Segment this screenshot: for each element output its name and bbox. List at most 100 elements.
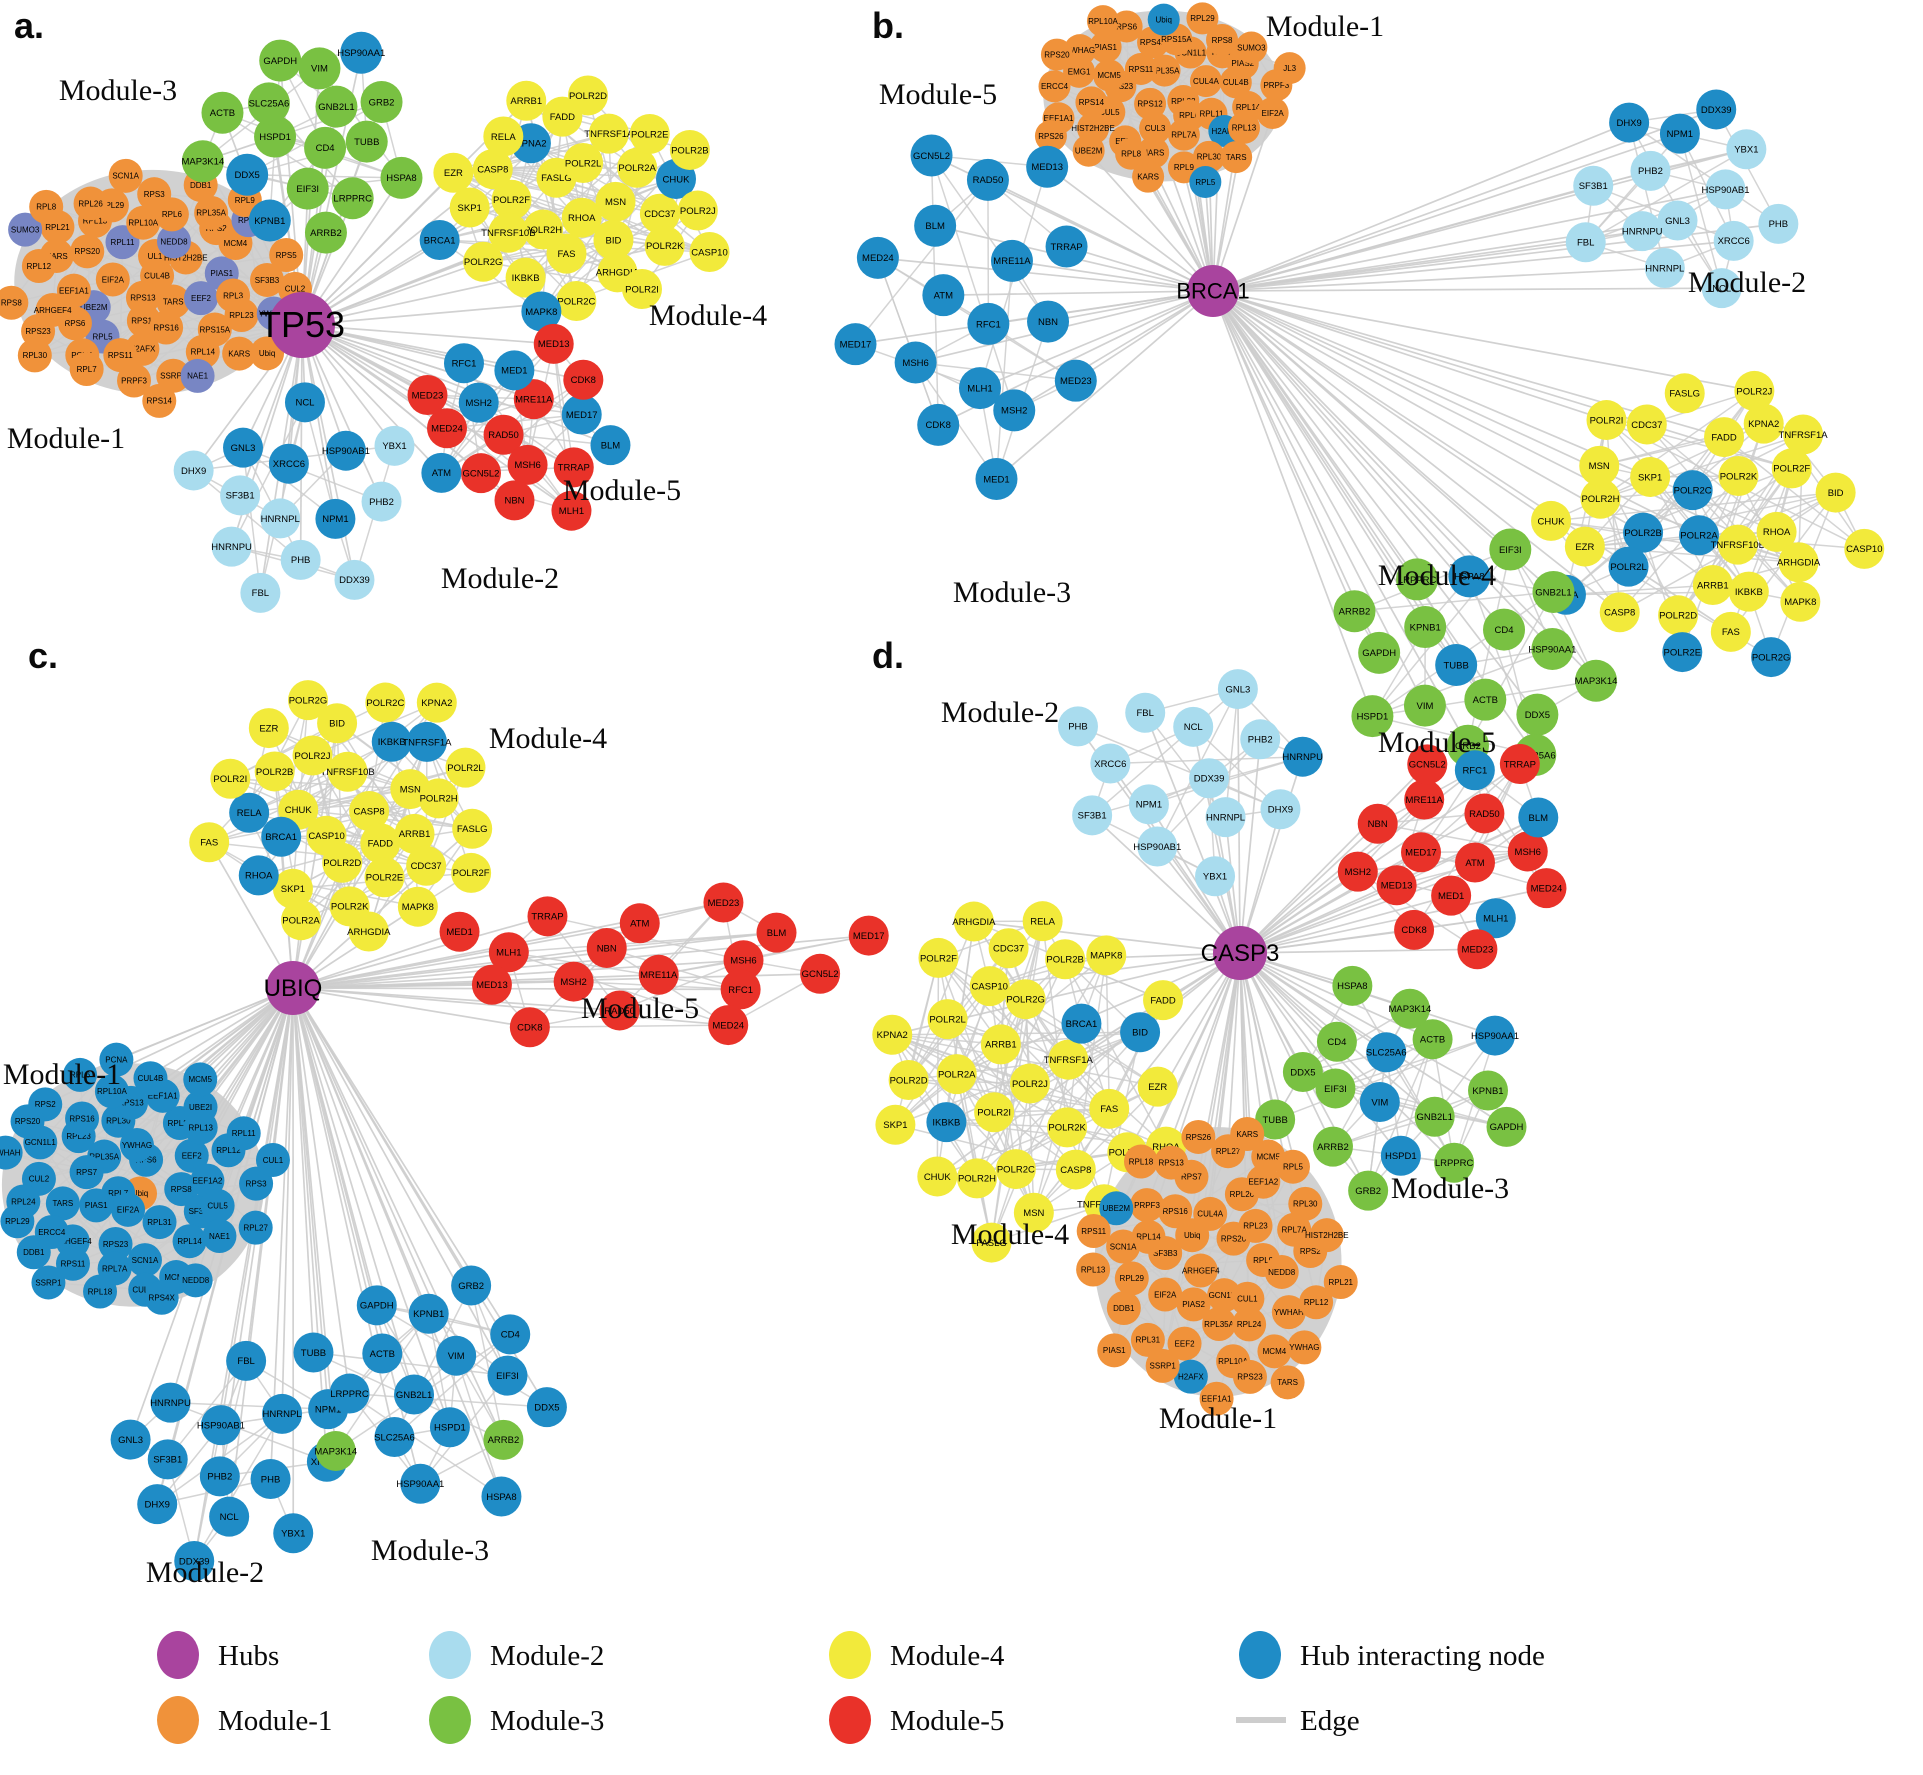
node-label-BRCA1: BRCA1 bbox=[424, 235, 456, 246]
node-label-GRB2: GRB2 bbox=[458, 1281, 484, 1292]
node-label-SF3B3: SF3B3 bbox=[1153, 1249, 1178, 1258]
edge bbox=[619, 901, 724, 1011]
node-label-RPL27: RPL27 bbox=[1216, 1147, 1241, 1156]
node-FAS bbox=[1089, 1088, 1130, 1129]
node-label-POLR2A: POLR2A bbox=[618, 163, 656, 174]
node-label-MSN: MSN bbox=[1023, 1208, 1044, 1219]
node-label-NBN: NBN bbox=[1038, 317, 1058, 328]
node-CDC37 bbox=[1626, 404, 1667, 445]
node-MCM4 bbox=[1257, 1334, 1292, 1369]
node-RPL14 bbox=[172, 1224, 207, 1259]
nodes-layer: RPL23RPS12RPL35ARPL6RPS23CUL4ACUL3RPS11R… bbox=[834, 2, 1885, 776]
node-POLR2F bbox=[1771, 448, 1812, 489]
node-label-EEF2: EEF2 bbox=[191, 294, 212, 303]
node-FAS bbox=[546, 233, 587, 274]
hub-edge bbox=[301, 324, 584, 381]
node-IKBKB bbox=[505, 257, 546, 298]
node-MED23 bbox=[703, 882, 744, 923]
node-SF3B1 bbox=[1573, 165, 1614, 206]
node-RPS14 bbox=[142, 383, 177, 418]
node-MCM5 bbox=[1093, 59, 1126, 92]
node-label-POLR2G: POLR2G bbox=[1752, 652, 1791, 663]
node-label-POLR2G: POLR2G bbox=[1006, 995, 1045, 1006]
legend-swatch-Module-2 bbox=[429, 1631, 471, 1679]
node-label-POLR2L: POLR2L bbox=[1610, 562, 1646, 573]
node-label-RPL35A: RPL35A bbox=[1204, 1320, 1234, 1329]
node-POLR2D bbox=[888, 1060, 929, 1101]
hub-edge bbox=[292, 987, 509, 1377]
edge bbox=[1033, 1086, 1159, 1214]
node-label-CUL3: CUL3 bbox=[1145, 124, 1166, 133]
node-label-SCN1A: SCN1A bbox=[132, 1256, 159, 1265]
node-CASP10 bbox=[689, 231, 730, 272]
node-GAPDH bbox=[259, 39, 302, 82]
node-FASLG bbox=[1664, 373, 1705, 414]
node-label-SF3B3: SF3B3 bbox=[255, 276, 280, 285]
node-label-BID: BID bbox=[606, 235, 622, 246]
module-label-Module-5: Module-5 bbox=[581, 992, 699, 1025]
node-CUL1 bbox=[1230, 1281, 1265, 1316]
node-label-Ubiq: Ubiq bbox=[259, 349, 275, 358]
node-HSP90AA1 bbox=[400, 1463, 441, 1504]
node-label-KPNB1: KPNB1 bbox=[1410, 622, 1441, 633]
node-label-RPL11: RPL11 bbox=[111, 238, 135, 247]
node-label-HSP90AA1: HSP90AA1 bbox=[1471, 1031, 1519, 1042]
node-label-ARHGEF4: ARHGEF4 bbox=[54, 1237, 92, 1246]
node-label-FBL: FBL bbox=[237, 1356, 254, 1367]
node-PIAS1 bbox=[1089, 30, 1122, 63]
node-label-MSH2: MSH2 bbox=[560, 977, 586, 988]
edge bbox=[1585, 148, 1747, 243]
node-SSRP1 bbox=[1145, 1348, 1180, 1383]
node-POLR2J bbox=[677, 190, 718, 231]
node-MCM5 bbox=[183, 1062, 218, 1097]
node-POLR2B bbox=[1045, 939, 1086, 980]
node-MED13 bbox=[1376, 865, 1417, 906]
node-label-MED1: MED1 bbox=[1438, 891, 1464, 902]
hub-edge bbox=[1212, 188, 1726, 292]
node-ARRB2 bbox=[1312, 1126, 1353, 1167]
node-NPM1 bbox=[1659, 113, 1700, 154]
node-POLR2E bbox=[364, 857, 405, 898]
node-label-BID: BID bbox=[1132, 1028, 1148, 1039]
hub-edge bbox=[292, 983, 492, 989]
node-RPS8 bbox=[164, 1172, 199, 1207]
edge bbox=[552, 343, 575, 468]
node-label-CASP10: CASP10 bbox=[1846, 544, 1882, 555]
node-label-DDB1: DDB1 bbox=[23, 1248, 45, 1257]
node-DHX9 bbox=[1260, 789, 1301, 830]
node-NBN bbox=[494, 480, 535, 521]
node-EZR bbox=[1137, 1066, 1178, 1107]
node-KPNB1 bbox=[248, 199, 291, 242]
node-MED24 bbox=[856, 236, 899, 279]
node-label-NAE1: NAE1 bbox=[209, 1232, 230, 1241]
node-label-EZR: EZR bbox=[259, 723, 278, 734]
node-label-SF3B1: SF3B1 bbox=[226, 491, 255, 502]
node-CDK8 bbox=[1394, 909, 1435, 950]
node-label-SLC25A6: SLC25A6 bbox=[249, 99, 290, 110]
node-label-RPS13: RPS13 bbox=[130, 294, 156, 303]
node-label-ACTB: ACTB bbox=[210, 108, 235, 119]
node-label-RPS23: RPS23 bbox=[25, 327, 51, 336]
node-MLH1 bbox=[551, 490, 592, 531]
hub-edge bbox=[1212, 287, 1722, 292]
node-label-UBE2I: UBE2I bbox=[189, 1103, 212, 1112]
node-RPL11 bbox=[226, 1116, 261, 1151]
node-label-RPS4X: RPS4X bbox=[149, 1294, 176, 1303]
node-POLR2A bbox=[281, 900, 322, 941]
legend-label-Module-4: Module-4 bbox=[890, 1640, 1005, 1672]
node-label-EEF1A1: EEF1A1 bbox=[148, 1092, 178, 1101]
node-label-RPL9: RPL9 bbox=[1253, 1256, 1274, 1265]
node-label-HSPA8: HSPA8 bbox=[1454, 572, 1484, 583]
module-label-Module-4: Module-4 bbox=[1378, 559, 1496, 592]
node-label-RPL10A: RPL10A bbox=[97, 1087, 127, 1096]
node-label-RPS23: RPS23 bbox=[1237, 1373, 1263, 1382]
node-label-RFC1: RFC1 bbox=[452, 359, 477, 370]
node-label-SSRP1: SSRP1 bbox=[1150, 1362, 1177, 1371]
node-label-CASP8: CASP8 bbox=[1604, 608, 1635, 619]
node-label-MSH2: MSH2 bbox=[466, 398, 492, 409]
node-CDK8 bbox=[509, 1007, 550, 1048]
labels-layer: Module-2 Module-5 Module-4 Module-3 Module-1… bbox=[872, 635, 1509, 1435]
node-label-KARS: KARS bbox=[228, 349, 250, 358]
legend-swatch-Module-1 bbox=[157, 1696, 199, 1744]
